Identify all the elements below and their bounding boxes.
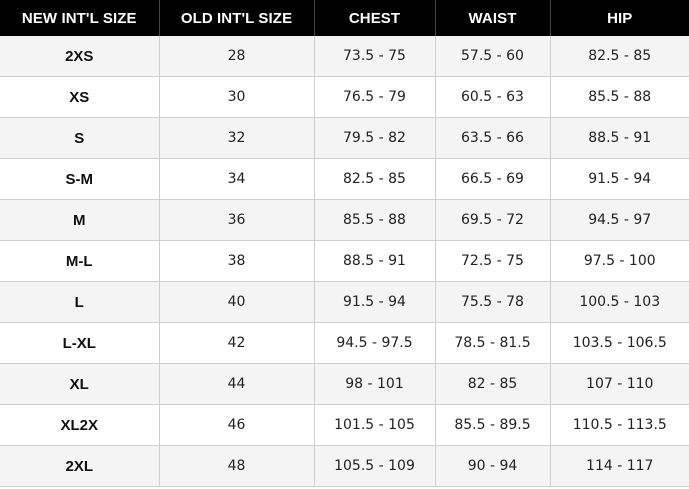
cell-new-size: XL2X (0, 404, 160, 446)
cell-hip: 94.5 - 97 (550, 199, 689, 241)
cell-waist: 60.5 - 63 (435, 76, 551, 118)
header-chest: CHEST (314, 0, 436, 36)
cell-old-size: 40 (159, 281, 315, 323)
cell-old-size: 38 (159, 240, 315, 282)
cell-waist: 85.5 - 89.5 (435, 404, 551, 446)
cell-new-size: S-M (0, 158, 160, 200)
cell-new-size: S (0, 117, 160, 159)
cell-chest: 98 - 101 (314, 363, 436, 405)
cell-new-size: XS (0, 76, 160, 118)
cell-old-size: 46 (159, 404, 315, 446)
table-row: M-L 38 88.5 - 91 72.5 - 75 97.5 - 100 (0, 240, 689, 282)
cell-hip: 82.5 - 85 (550, 36, 689, 77)
cell-chest: 105.5 - 109 (314, 445, 436, 487)
cell-new-size: 2XL (0, 445, 160, 487)
cell-chest: 91.5 - 94 (314, 281, 436, 323)
cell-hip: 103.5 - 106.5 (550, 322, 689, 364)
cell-hip: 107 - 110 (550, 363, 689, 405)
table-body: 2XS 28 73.5 - 75 57.5 - 60 82.5 - 85 XS … (0, 36, 689, 487)
cell-chest: 101.5 - 105 (314, 404, 436, 446)
cell-hip: 88.5 - 91 (550, 117, 689, 159)
cell-new-size: L (0, 281, 160, 323)
cell-hip: 91.5 - 94 (550, 158, 689, 200)
table-row: XL 44 98 - 101 82 - 85 107 - 110 (0, 363, 689, 405)
cell-chest: 85.5 - 88 (314, 199, 436, 241)
cell-hip: 110.5 - 113.5 (550, 404, 689, 446)
cell-waist: 66.5 - 69 (435, 158, 551, 200)
cell-old-size: 42 (159, 322, 315, 364)
cell-new-size: M-L (0, 240, 160, 282)
cell-old-size: 28 (159, 36, 315, 77)
table-row: XL2X 46 101.5 - 105 85.5 - 89.5 110.5 - … (0, 404, 689, 446)
cell-hip: 97.5 - 100 (550, 240, 689, 282)
cell-chest: 76.5 - 79 (314, 76, 436, 118)
cell-new-size: L-XL (0, 322, 160, 364)
cell-chest: 79.5 - 82 (314, 117, 436, 159)
header-hip: HIP (550, 0, 689, 36)
cell-old-size: 48 (159, 445, 315, 487)
table-row: L-XL 42 94.5 - 97.5 78.5 - 81.5 103.5 - … (0, 322, 689, 364)
cell-waist: 57.5 - 60 (435, 36, 551, 77)
cell-chest: 88.5 - 91 (314, 240, 436, 282)
table-row: S 32 79.5 - 82 63.5 - 66 88.5 - 91 (0, 117, 689, 159)
table-row: 2XL 48 105.5 - 109 90 - 94 114 - 117 (0, 445, 689, 487)
cell-waist: 78.5 - 81.5 (435, 322, 551, 364)
cell-waist: 75.5 - 78 (435, 281, 551, 323)
cell-chest: 73.5 - 75 (314, 36, 436, 77)
cell-waist: 63.5 - 66 (435, 117, 551, 159)
cell-old-size: 34 (159, 158, 315, 200)
header-old-intl-size: OLD INT'L SIZE (159, 0, 315, 36)
cell-old-size: 44 (159, 363, 315, 405)
cell-old-size: 32 (159, 117, 315, 159)
cell-new-size: 2XS (0, 36, 160, 77)
cell-hip: 100.5 - 103 (550, 281, 689, 323)
cell-waist: 72.5 - 75 (435, 240, 551, 282)
cell-waist: 82 - 85 (435, 363, 551, 405)
cell-chest: 94.5 - 97.5 (314, 322, 436, 364)
header-waist: WAIST (435, 0, 551, 36)
table-row: 2XS 28 73.5 - 75 57.5 - 60 82.5 - 85 (0, 36, 689, 77)
table-header: NEW INT'L SIZE OLD INT'L SIZE CHEST WAIS… (0, 0, 689, 36)
table-row: S-M 34 82.5 - 85 66.5 - 69 91.5 - 94 (0, 158, 689, 200)
cell-chest: 82.5 - 85 (314, 158, 436, 200)
cell-old-size: 36 (159, 199, 315, 241)
header-row: NEW INT'L SIZE OLD INT'L SIZE CHEST WAIS… (0, 0, 689, 36)
cell-waist: 69.5 - 72 (435, 199, 551, 241)
table-row: L 40 91.5 - 94 75.5 - 78 100.5 - 103 (0, 281, 689, 323)
table-row: XS 30 76.5 - 79 60.5 - 63 85.5 - 88 (0, 76, 689, 118)
cell-new-size: M (0, 199, 160, 241)
table-row: M 36 85.5 - 88 69.5 - 72 94.5 - 97 (0, 199, 689, 241)
header-new-intl-size: NEW INT'L SIZE (0, 0, 160, 36)
cell-old-size: 30 (159, 76, 315, 118)
cell-waist: 90 - 94 (435, 445, 551, 487)
cell-hip: 85.5 - 88 (550, 76, 689, 118)
cell-new-size: XL (0, 363, 160, 405)
cell-hip: 114 - 117 (550, 445, 689, 487)
